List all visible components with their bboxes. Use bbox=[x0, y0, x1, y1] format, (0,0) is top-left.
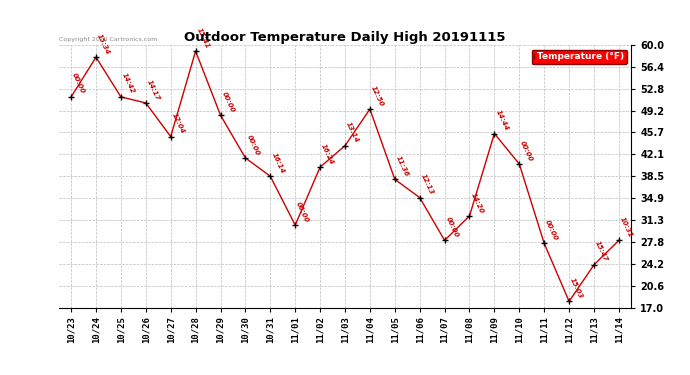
Legend: Temperature (°F): Temperature (°F) bbox=[531, 50, 627, 64]
Text: 14:42: 14:42 bbox=[121, 72, 136, 95]
Text: 15:41: 15:41 bbox=[195, 27, 210, 49]
Text: 15:47: 15:47 bbox=[594, 240, 609, 263]
Title: Outdoor Temperature Daily High 20191115: Outdoor Temperature Daily High 20191115 bbox=[184, 31, 506, 44]
Text: 12:50: 12:50 bbox=[370, 85, 385, 107]
Text: 00:00: 00:00 bbox=[246, 134, 260, 156]
Text: 13:14: 13:14 bbox=[345, 121, 360, 144]
Text: 00:00: 00:00 bbox=[295, 201, 310, 223]
Text: 00:00: 00:00 bbox=[221, 91, 235, 113]
Text: 12:04: 12:04 bbox=[170, 112, 186, 135]
Text: 11:36: 11:36 bbox=[395, 155, 410, 177]
Text: 16:14: 16:14 bbox=[270, 152, 285, 174]
Text: 10:31: 10:31 bbox=[619, 216, 633, 238]
Text: 12:13: 12:13 bbox=[420, 173, 435, 196]
Text: 14:20: 14:20 bbox=[469, 191, 484, 214]
Text: 00:00: 00:00 bbox=[71, 72, 86, 95]
Text: 00:00: 00:00 bbox=[520, 140, 534, 162]
Text: 00:00: 00:00 bbox=[544, 219, 559, 242]
Text: 16:24: 16:24 bbox=[320, 142, 335, 165]
Text: 15:34: 15:34 bbox=[96, 33, 111, 56]
Text: 15:03: 15:03 bbox=[569, 277, 584, 300]
Text: 14:44: 14:44 bbox=[495, 109, 509, 132]
Text: 14:17: 14:17 bbox=[146, 78, 161, 101]
Text: Copyright 2010 Cartronics.com: Copyright 2010 Cartronics.com bbox=[59, 38, 157, 42]
Text: 00:00: 00:00 bbox=[444, 216, 460, 238]
